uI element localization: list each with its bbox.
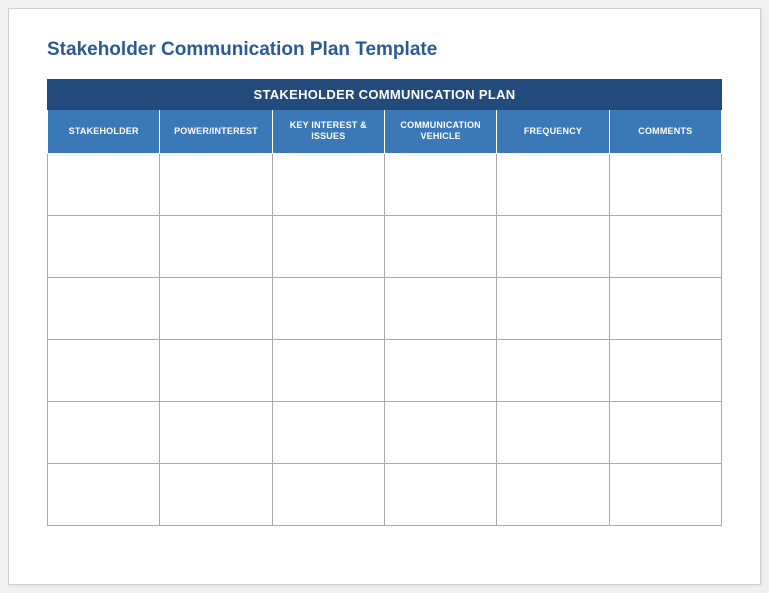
cell[interactable]	[160, 401, 272, 463]
cell[interactable]	[384, 215, 496, 277]
cell[interactable]	[384, 153, 496, 215]
cell[interactable]	[609, 339, 721, 401]
cell[interactable]	[48, 215, 160, 277]
cell[interactable]	[48, 339, 160, 401]
cell[interactable]	[160, 463, 272, 525]
col-frequency: FREQUENCY	[497, 110, 609, 154]
cell[interactable]	[384, 463, 496, 525]
table-header-row: STAKEHOLDER POWER/INTEREST KEY INTEREST …	[48, 110, 722, 154]
cell[interactable]	[48, 153, 160, 215]
table-banner-row: STAKEHOLDER COMMUNICATION PLAN	[48, 80, 722, 110]
cell[interactable]	[609, 277, 721, 339]
table-banner: STAKEHOLDER COMMUNICATION PLAN	[48, 80, 722, 110]
col-power-interest: POWER/INTEREST	[160, 110, 272, 154]
col-key-interest-issues: KEY INTEREST & ISSUES	[272, 110, 384, 154]
cell[interactable]	[272, 401, 384, 463]
cell[interactable]	[497, 215, 609, 277]
cell[interactable]	[609, 463, 721, 525]
cell[interactable]	[609, 215, 721, 277]
table-row	[48, 153, 722, 215]
table-row	[48, 463, 722, 525]
cell[interactable]	[497, 277, 609, 339]
cell[interactable]	[272, 153, 384, 215]
cell[interactable]	[48, 463, 160, 525]
table-row	[48, 277, 722, 339]
document-title: Stakeholder Communication Plan Template	[47, 39, 722, 61]
cell[interactable]	[48, 401, 160, 463]
cell[interactable]	[272, 215, 384, 277]
cell[interactable]	[609, 401, 721, 463]
cell[interactable]	[160, 215, 272, 277]
table-row	[48, 339, 722, 401]
cell[interactable]	[272, 463, 384, 525]
cell[interactable]	[384, 339, 496, 401]
cell[interactable]	[497, 401, 609, 463]
cell[interactable]	[160, 153, 272, 215]
cell[interactable]	[48, 277, 160, 339]
cell[interactable]	[384, 401, 496, 463]
document-page: Stakeholder Communication Plan Template …	[8, 8, 761, 585]
stakeholder-communication-table: STAKEHOLDER COMMUNICATION PLAN STAKEHOLD…	[47, 79, 722, 526]
col-stakeholder: STAKEHOLDER	[48, 110, 160, 154]
cell[interactable]	[272, 277, 384, 339]
cell[interactable]	[160, 339, 272, 401]
col-comments: COMMENTS	[609, 110, 721, 154]
cell[interactable]	[272, 339, 384, 401]
table-body	[48, 153, 722, 525]
cell[interactable]	[160, 277, 272, 339]
table-row	[48, 401, 722, 463]
cell[interactable]	[497, 153, 609, 215]
cell[interactable]	[497, 339, 609, 401]
cell[interactable]	[497, 463, 609, 525]
col-communication-vehicle: COMMUNICATION VEHICLE	[384, 110, 496, 154]
cell[interactable]	[609, 153, 721, 215]
table-row	[48, 215, 722, 277]
cell[interactable]	[384, 277, 496, 339]
